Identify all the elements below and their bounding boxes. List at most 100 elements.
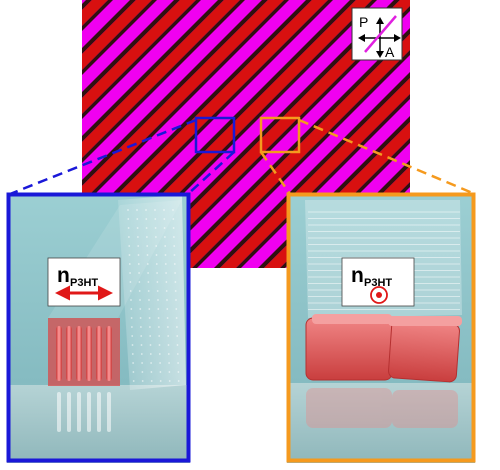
beam-dot (176, 335, 179, 337)
beam-dot (164, 263, 167, 265)
beam-dot (138, 272, 141, 274)
beam-dot (166, 317, 169, 319)
beam-dot (174, 281, 177, 283)
beam-dot (145, 209, 147, 211)
beam-dot (131, 326, 133, 328)
left-inset: n P3HT (6, 192, 191, 463)
crystal-rod (56, 326, 62, 381)
beam-dot (128, 263, 131, 265)
blue-zoom-line-left (9, 118, 197, 196)
beam-dot (150, 362, 153, 364)
beam-dot (175, 317, 178, 319)
beam-dot (130, 299, 132, 301)
crystal-rod (76, 326, 82, 381)
beam-dot (132, 362, 135, 364)
left-inset-frame (6, 192, 191, 463)
beam-dot (177, 380, 180, 382)
beam-dot (154, 227, 157, 229)
right-inset-frame (286, 192, 476, 463)
beam-dot (137, 236, 139, 238)
beam-dot (141, 371, 144, 373)
beam-dot (168, 380, 171, 382)
beam-dot (147, 281, 150, 283)
crystal-rod (86, 326, 92, 381)
beam-dot (140, 353, 143, 355)
beam-dot (172, 227, 175, 229)
beam-dot (145, 218, 148, 220)
beam-dot (158, 344, 161, 346)
right-slab-right (388, 319, 460, 383)
right-n-subscript: P3HT (364, 277, 392, 289)
beam-dot (156, 281, 159, 283)
right-crystal-slabs (305, 314, 462, 383)
stripe (478, 0, 500, 268)
beam-dot (129, 290, 132, 292)
beam-dot (128, 245, 131, 247)
out-of-plane-dot-center (376, 292, 382, 298)
right-beam-layers (308, 211, 460, 310)
polarizer-arrow-left-icon (358, 34, 365, 42)
stripe (82, 0, 157, 75)
beam-dot (129, 272, 132, 274)
beam-dot (173, 263, 176, 265)
beam-dot (154, 209, 156, 211)
beam-dot (127, 209, 129, 211)
beam-dot (164, 245, 167, 247)
orange-zoom-line-left (259, 151, 292, 195)
stripe (220, 78, 410, 268)
beam-dot (168, 371, 171, 373)
beam-dot (167, 353, 170, 355)
left-crystal-rods (56, 326, 112, 381)
polarizer-label: P (359, 14, 368, 30)
beam-dot (158, 335, 161, 337)
beam-dot (175, 308, 178, 310)
beam-dot (150, 380, 153, 382)
beam-dot (165, 281, 168, 283)
stripe (126, 0, 400, 268)
left-beam-texture (127, 209, 180, 382)
beam-dot (132, 380, 135, 382)
beam-dot (175, 299, 177, 301)
beam-dot (127, 236, 130, 238)
beam-dot (158, 326, 160, 328)
beam-dot (137, 245, 140, 247)
beam-dot (159, 371, 162, 373)
beam-dot (172, 209, 174, 211)
beam-dot (173, 254, 176, 256)
beam-dot (128, 254, 131, 256)
beam-dot (131, 335, 134, 337)
beam-dot (147, 272, 150, 274)
beam-dot (138, 281, 141, 283)
beam-dot (173, 236, 175, 238)
beam-dot (163, 218, 166, 220)
beam-dot (127, 227, 130, 229)
left-n-symbol: n (57, 264, 70, 287)
beam-dot (176, 353, 179, 355)
beam-dot (167, 335, 170, 337)
orange-selection-box (259, 116, 301, 154)
beam-dot (155, 245, 158, 247)
beam-dot (129, 281, 132, 283)
beam-dot (136, 209, 138, 211)
beam-dot (140, 326, 142, 328)
analyzer-label: A (385, 44, 395, 60)
beam-dot (136, 218, 139, 220)
right-inset: n P3HT (286, 192, 476, 463)
left-reflection (57, 392, 111, 432)
right-reflection (306, 388, 458, 428)
beam-dot (174, 272, 177, 274)
stripe (148, 6, 410, 268)
beam-dot (139, 317, 142, 319)
blue-selection-box (194, 116, 236, 154)
beam-dot (140, 335, 143, 337)
rod-reflection (107, 392, 111, 432)
analyzer-arrow-up-icon (376, 17, 384, 24)
beam-dot (136, 227, 139, 229)
beam-dot (155, 254, 158, 256)
beam-dot (146, 254, 149, 256)
beam-dot (149, 335, 152, 337)
beam-dot (131, 353, 134, 355)
beam-dot (156, 272, 159, 274)
beam-dot (149, 344, 152, 346)
beam-dot (167, 326, 169, 328)
